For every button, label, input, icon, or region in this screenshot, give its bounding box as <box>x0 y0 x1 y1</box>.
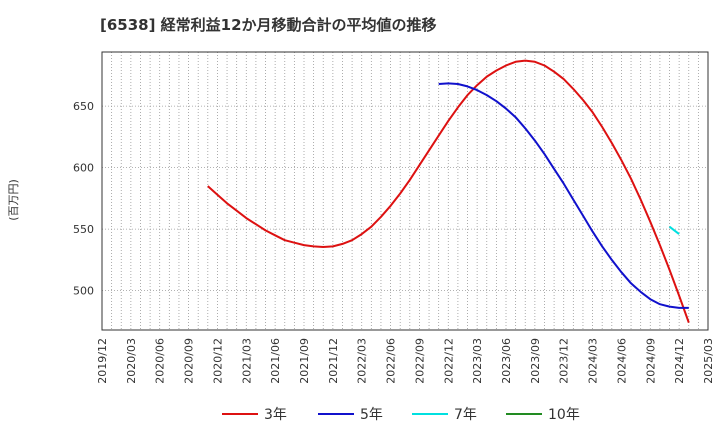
series-line <box>207 59 690 323</box>
x-tick-label: 2021/12 <box>327 338 340 384</box>
y-tick-label: 500 <box>73 285 94 298</box>
y-tick-label: 600 <box>73 162 94 175</box>
y-tick-label: 650 <box>73 100 94 113</box>
x-tick-label: 2022/06 <box>385 338 398 384</box>
x-tick-label: 2021/06 <box>269 338 282 384</box>
grid <box>102 52 708 330</box>
x-tick-label: 2020/12 <box>211 338 224 384</box>
legend-label: 7年 <box>454 407 477 423</box>
x-tick-label: 2022/12 <box>442 338 455 384</box>
x-tick-labels: 2019/12 2020/03 2020/06 2020/09 2020/12 2021/… <box>96 338 715 384</box>
y-axis-label: (百万円) <box>7 179 20 221</box>
x-tick-label: 2021/09 <box>298 338 311 384</box>
x-tick-label: 2020/06 <box>154 338 167 384</box>
plot-frame <box>101 51 709 331</box>
legend-label: 5年 <box>360 407 383 423</box>
x-tick-label: 2020/03 <box>125 338 138 384</box>
x-tick-label: 2022/03 <box>356 338 369 384</box>
x-tick-label: 2024/12 <box>673 338 686 384</box>
legend: 3年 5年 7年 10年 <box>222 407 580 423</box>
y-tick-labels: 500 550 600 650 <box>73 100 94 298</box>
series-line <box>668 225 680 235</box>
x-tick-label: 2025/03 <box>702 338 715 384</box>
x-tick-label: 2020/09 <box>183 338 196 384</box>
x-tick-label: 2019/12 <box>96 338 109 384</box>
legend-label: 10年 <box>548 407 580 423</box>
x-tick-label: 2023/09 <box>529 338 542 384</box>
x-tick-label: 2024/09 <box>644 338 657 384</box>
x-tick-label: 2023/06 <box>500 338 513 384</box>
chart-title: [6538] 経常利益12か月移動合計の平均値の推移 <box>100 16 437 34</box>
series-line <box>438 82 689 309</box>
x-tick-label: 2024/06 <box>615 338 628 384</box>
y-tick-label: 550 <box>73 223 94 236</box>
legend-label: 3年 <box>264 407 287 423</box>
x-tick-label: 2023/03 <box>471 338 484 384</box>
series-lines <box>207 59 690 323</box>
x-tick-label: 2022/09 <box>413 338 426 384</box>
x-tick-label: 2024/03 <box>587 338 600 384</box>
x-tick-label: 2023/12 <box>558 338 571 384</box>
x-tick-label: 2021/03 <box>240 338 253 384</box>
